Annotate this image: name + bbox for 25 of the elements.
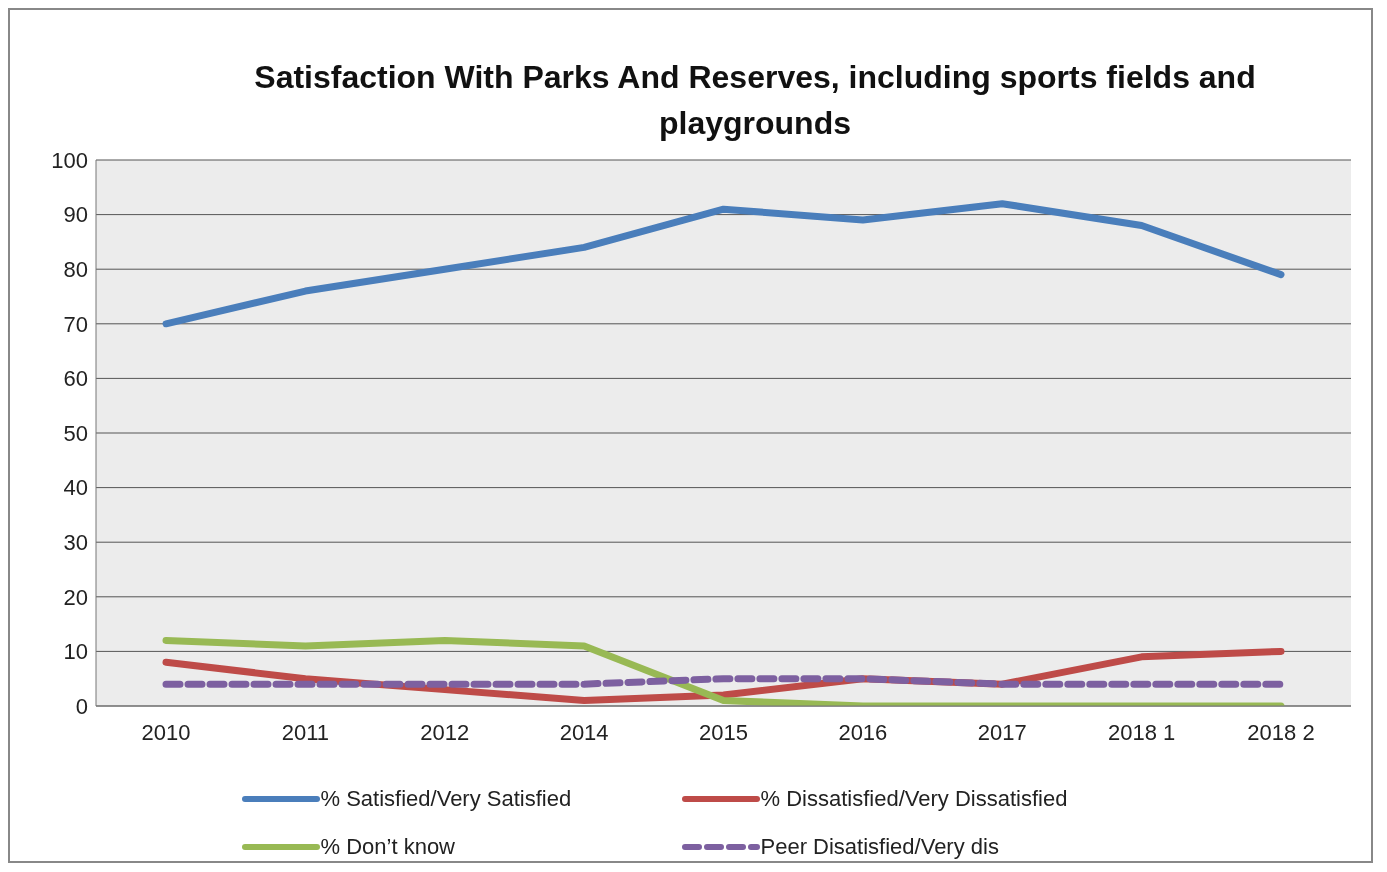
legend-label: % Don’t know	[320, 834, 456, 860]
x-tick-label: 2015	[699, 719, 748, 745]
y-tick-label: 80	[63, 257, 88, 283]
y-tick-label: 50	[63, 420, 88, 446]
y-tick-label: 30	[63, 530, 88, 556]
legend-label: % Dissatisfied/Very Dissatisfied	[760, 786, 1068, 812]
chart-title: Satisfaction With Parks And Reserves, including sports fields and playgrounds	[253, 58, 1257, 143]
y-tick-label: 10	[63, 639, 88, 665]
y-tick-label: 0	[75, 693, 88, 719]
y-tick-label: 70	[63, 311, 88, 337]
y-tick-label: 100	[51, 147, 88, 173]
legend-label: % Satisfied/Very Satisfied	[320, 786, 572, 812]
y-tick-label: 60	[63, 366, 88, 392]
x-tick-label: 2012	[420, 719, 470, 745]
x-tick-label: 2018 1	[1107, 719, 1176, 745]
y-tick-label: 20	[63, 584, 88, 610]
x-tick-label: 2018 2	[1247, 719, 1315, 745]
x-tick-label: 2017	[977, 719, 1027, 745]
x-tick-label: 2016	[838, 719, 888, 745]
x-tick-label: 2010	[141, 719, 191, 745]
x-tick-label: 2014	[559, 719, 609, 745]
legend-label: Peer Disatisfied/Very dis	[760, 834, 999, 860]
x-tick-label: 2011	[281, 719, 330, 745]
y-tick-label: 90	[63, 202, 88, 228]
y-tick-label: 40	[63, 475, 88, 501]
